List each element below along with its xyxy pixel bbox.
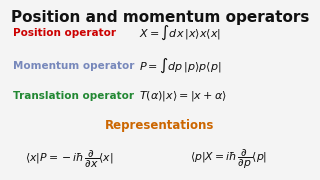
Text: Momentum operator: Momentum operator	[13, 61, 134, 71]
Text: Representations: Representations	[105, 119, 215, 132]
Text: $P = \int dp\, |p\rangle p\langle p|$: $P = \int dp\, |p\rangle p\langle p|$	[139, 57, 221, 75]
Text: Translation operator: Translation operator	[13, 91, 134, 101]
Text: $X = \int dx\, |x\rangle x\langle x|$: $X = \int dx\, |x\rangle x\langle x|$	[139, 24, 221, 42]
Text: Position and momentum operators: Position and momentum operators	[11, 10, 309, 25]
Text: Position operator: Position operator	[13, 28, 116, 38]
Text: $T(\alpha)|x\rangle = |x + \alpha\rangle$: $T(\alpha)|x\rangle = |x + \alpha\rangle…	[139, 89, 227, 103]
Text: $\langle p|X = i\hbar\,\dfrac{\partial}{\partial p}\langle p|$: $\langle p|X = i\hbar\,\dfrac{\partial}{…	[190, 148, 268, 171]
Text: $\langle x|P = -i\hbar\,\dfrac{\partial}{\partial x}\langle x|$: $\langle x|P = -i\hbar\,\dfrac{\partial}…	[25, 149, 113, 170]
